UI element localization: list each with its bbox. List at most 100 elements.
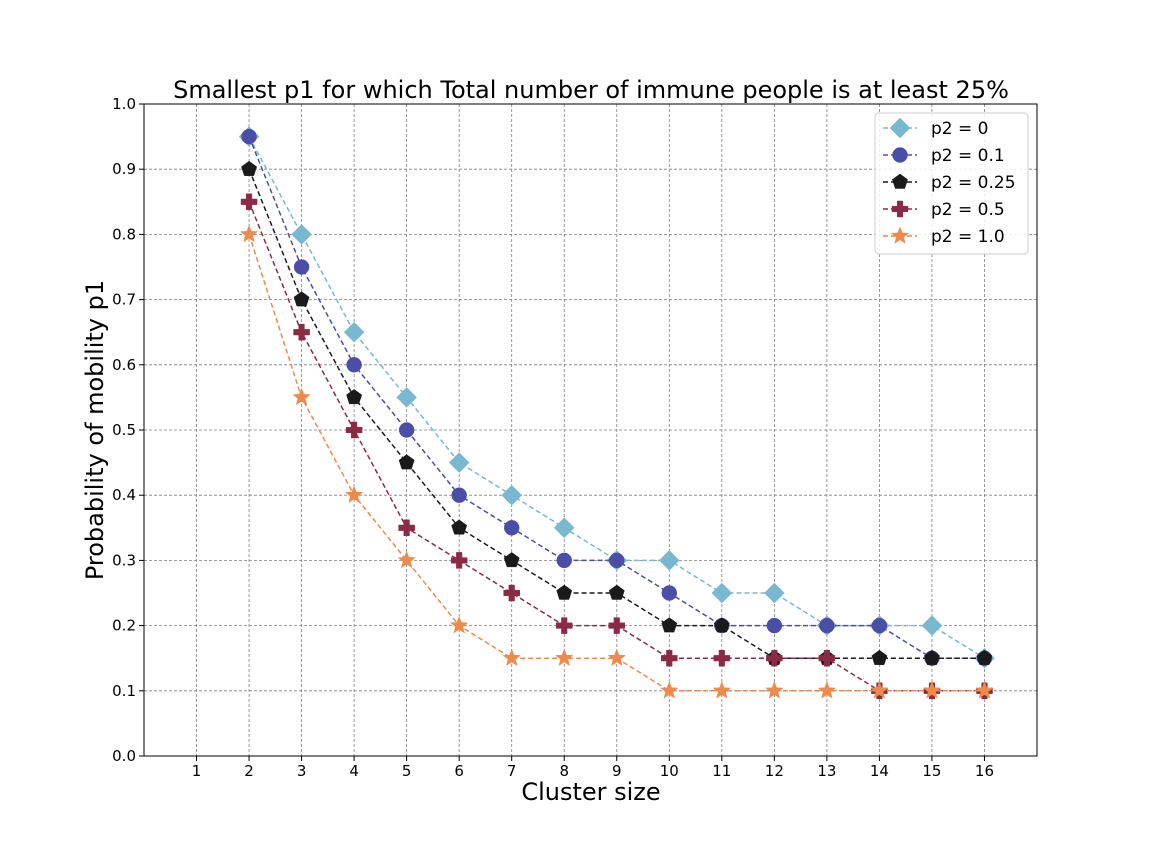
data-point [239,224,259,243]
data-point [451,519,468,535]
legend-entry: p2 = 0.1 [883,146,1005,166]
data-point [241,128,257,145]
data-point [346,389,363,405]
x-tick-label: 7 [507,762,517,780]
data-point [766,617,783,634]
x-tick-label: 15 [922,762,941,780]
data-point [345,421,363,439]
legend-marker [891,200,909,218]
x-tick-label: 11 [712,762,731,780]
data-point [501,484,523,506]
data-point [293,323,310,341]
x-tick-label: 3 [297,762,307,780]
x-tick-label: 2 [244,762,254,780]
data-point [503,584,520,602]
data-point [924,649,940,665]
x-tick-label: 12 [765,762,784,780]
y-tick-label: 0.4 [112,486,136,504]
data-point [871,649,888,665]
legend-label: p2 = 0.25 [931,173,1016,193]
data-point [503,552,520,568]
data-point [396,387,418,408]
data-point [608,617,626,634]
data-point [660,681,679,699]
data-point [871,617,888,634]
data-point [397,550,416,569]
data-point [609,552,625,569]
data-point [555,648,574,667]
data-point [556,584,573,600]
y-tick-label: 0.8 [112,225,136,243]
data-point [713,617,730,633]
data-point [553,517,575,539]
data-point [763,582,785,604]
data-point [240,193,258,211]
series-layer [238,126,995,700]
data-point [607,648,626,667]
data-point [661,649,678,667]
legend-marker [889,117,911,139]
y-axis-label: Probability of mobility p1 [81,280,109,580]
x-tick-label: 10 [660,762,679,780]
x-tick-label: 4 [349,762,359,780]
data-point [922,681,942,699]
legend-label: p2 = 0.5 [931,200,1005,220]
legend-entry: p2 = 0 [883,117,988,139]
legend-entry: p2 = 0.5 [883,200,1005,220]
data-point [398,422,415,438]
y-tick-label: 0.5 [112,421,136,439]
data-point [608,584,625,600]
data-point [344,485,364,504]
series-group [241,160,993,665]
y-axis-ticks: 0.0 0.1 0.2 0.3 0.4 0.5 0.6 0.7 0.8 0.9 1.0 [112,95,144,765]
data-point [293,259,310,275]
data-point [976,649,993,665]
data-point [241,160,257,176]
data-point [451,487,467,503]
data-point [661,585,678,601]
x-tick-label: 5 [402,762,412,780]
legend-label: p2 = 1.0 [931,227,1005,247]
legend-label: p2 = 0 [931,119,988,139]
legend-box [874,112,1029,255]
data-point [975,681,994,699]
data-point [343,321,365,343]
series-group [239,224,994,699]
series-line [248,136,985,659]
data-point [556,552,572,569]
x-tick-label: 6 [454,762,464,780]
y-tick-label: 0.1 [112,682,136,700]
data-point [713,649,731,667]
data-point [398,519,415,537]
x-axis-label: Cluster size [521,778,660,806]
data-point [291,224,312,245]
data-point [712,681,732,699]
legend-marker [890,226,910,244]
x-axis-ticks: 1 2 3 4 5 6 7 8 9 10 11 12 13 14 15 16 [192,756,994,780]
chart-title: Smallest p1 for which Total number of im… [173,76,1009,104]
data-point [711,582,733,604]
x-tick-label: 14 [870,762,889,780]
data-point [766,649,783,667]
legend-marker [892,173,908,189]
y-tick-label: 0.3 [112,551,136,569]
x-tick-label: 8 [559,762,569,780]
legend-marker [892,147,908,163]
y-tick-label: 0.2 [112,617,136,635]
data-point [449,615,469,634]
data-point [450,552,468,569]
data-point [658,550,680,571]
y-tick-label: 0.7 [112,291,136,309]
data-point [398,454,415,470]
data-point [817,681,837,699]
data-point [448,452,470,473]
data-point [503,520,520,536]
legend: p2 = 0 p2 = 0.1 p2 = 0.25 p2 = 0.5 p2 = 1.0 [874,112,1029,255]
data-point [292,387,311,406]
data-point [293,291,310,307]
data-point [818,649,836,667]
data-point [555,617,573,634]
data-point [870,681,889,699]
